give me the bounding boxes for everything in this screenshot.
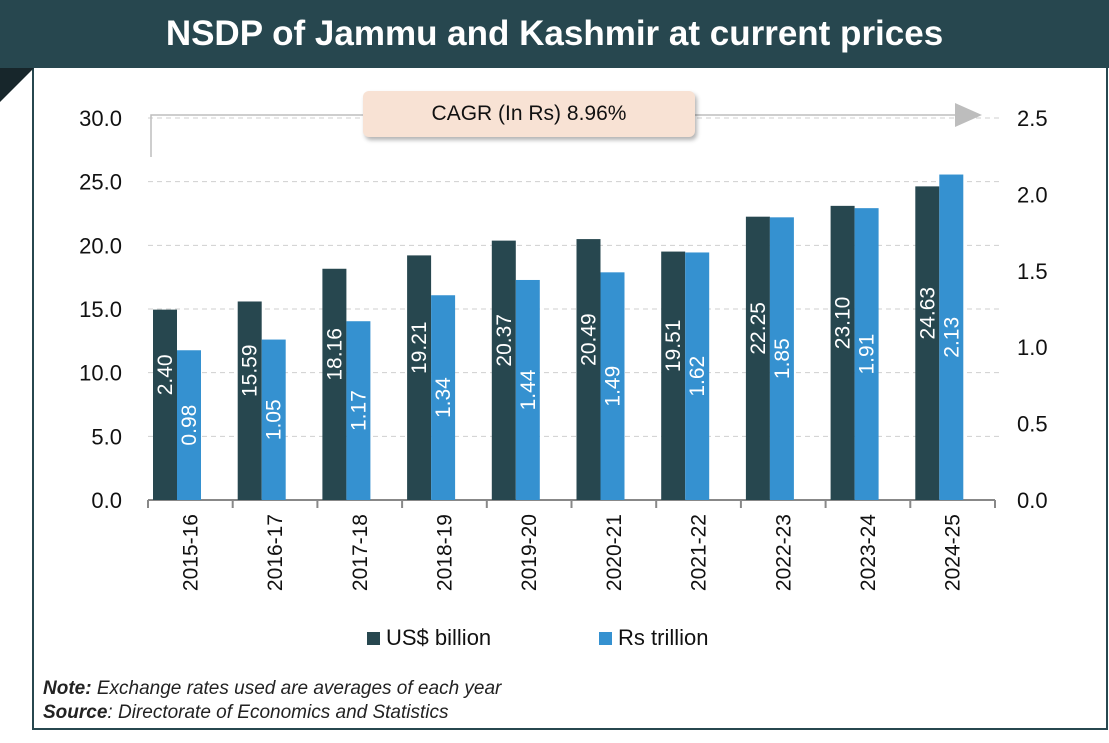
y-right-tick-label: 0.5 xyxy=(1017,412,1048,437)
x-tick-label: 2023-24 xyxy=(857,514,880,591)
data-label: 1.49 xyxy=(602,366,625,407)
x-tick-label: 2019-20 xyxy=(518,514,541,591)
data-label: 20.49 xyxy=(578,313,601,366)
chart-frame xyxy=(32,68,1108,730)
data-label: 2.13 xyxy=(940,317,963,358)
y-left-tick-label: 0.0 xyxy=(91,488,122,513)
bar-usd xyxy=(576,239,601,500)
bar-usd xyxy=(153,309,177,500)
data-label: 23.10 xyxy=(832,297,855,350)
data-label: 15.59 xyxy=(239,344,262,397)
data-label: 1.34 xyxy=(432,377,455,418)
legend-label-rs: Rs trillion xyxy=(618,625,709,650)
y-left-tick-label: 15.0 xyxy=(79,297,122,322)
bar-usd xyxy=(830,205,855,501)
data-label: 18.16 xyxy=(323,328,346,381)
source: Source: Directorate of Economics and Sta… xyxy=(43,702,449,724)
bar-usd xyxy=(745,216,770,500)
data-label: 1.85 xyxy=(771,338,794,379)
y-right-tick-label: 2.5 xyxy=(1017,106,1048,131)
bar-rs xyxy=(685,252,710,500)
x-tick-label: 2017-18 xyxy=(349,514,372,591)
bar-usd xyxy=(491,240,516,500)
x-tick-label: 2016-17 xyxy=(264,514,287,591)
legend-usd: US$ billion xyxy=(367,625,491,651)
note: Note: Exchange rates used are averages o… xyxy=(43,678,501,700)
bar-rs xyxy=(261,339,286,500)
corner-decoration xyxy=(0,68,34,102)
y-left-tick-label: 25.0 xyxy=(79,170,122,195)
bar-rs xyxy=(431,295,456,500)
x-tick-label: 2024-25 xyxy=(942,514,965,591)
legend-rs: Rs trillion xyxy=(599,625,708,651)
data-label: 20.37 xyxy=(493,314,516,367)
source-text: : Directorate of Economics and Statistic… xyxy=(107,702,449,723)
x-tick-label: 2018-19 xyxy=(433,514,456,591)
bar-rs xyxy=(515,279,540,500)
bar-rs xyxy=(769,217,794,500)
bar-rs xyxy=(854,208,879,501)
y-right-tick-label: 2.0 xyxy=(1017,182,1048,207)
legend-swatch-usd xyxy=(367,631,380,645)
y-left-tick-label: 10.0 xyxy=(79,361,122,386)
bar-rs xyxy=(177,350,201,500)
cagr-arrow-head xyxy=(955,103,982,127)
data-label: 22.25 xyxy=(747,302,770,355)
data-label: 1.91 xyxy=(856,334,879,375)
x-tick-label: 2020-21 xyxy=(603,514,626,591)
x-tick-label: 2021-22 xyxy=(688,514,711,591)
bar-usd xyxy=(661,251,686,500)
y-left-tick-label: 5.0 xyxy=(91,424,122,449)
y-right-tick-label: 0.0 xyxy=(1017,488,1048,513)
bar-usd xyxy=(407,255,432,500)
data-label: 1.62 xyxy=(686,356,709,397)
bar-rs xyxy=(346,321,371,500)
data-label: 2.40 xyxy=(154,354,177,395)
bar-usd xyxy=(915,186,940,501)
data-label: 19.51 xyxy=(662,320,685,373)
y-left-tick-label: 30.0 xyxy=(79,106,122,131)
bar-rs xyxy=(939,174,964,500)
x-tick-label: 2022-23 xyxy=(772,514,795,591)
y-left-tick-label: 20.0 xyxy=(79,233,122,258)
source-label: Source xyxy=(43,702,108,723)
data-label: 1.17 xyxy=(347,390,370,431)
note-label: Note: xyxy=(43,678,92,699)
y-right-tick-label: 1.0 xyxy=(1017,335,1048,360)
y-right-tick-label: 1.5 xyxy=(1017,259,1048,284)
legend-swatch-rs xyxy=(599,631,612,645)
bar-usd xyxy=(237,301,262,500)
bar-rs xyxy=(600,272,625,500)
legend-label-usd: US$ billion xyxy=(386,625,492,650)
data-label: 0.98 xyxy=(178,405,201,446)
data-label: 24.63 xyxy=(916,287,939,340)
data-label: 19.21 xyxy=(408,321,431,374)
cagr-annotation: CAGR (In Rs) 8.96% xyxy=(363,91,695,137)
note-text: Exchange rates used are averages of each… xyxy=(91,678,502,699)
data-label: 1.44 xyxy=(517,369,540,410)
x-tick-label: 2015-16 xyxy=(179,514,202,591)
bar-usd xyxy=(322,268,347,500)
data-label: 1.05 xyxy=(263,399,286,440)
chart-title: NSDP of Jammu and Kashmir at current pri… xyxy=(0,0,1109,68)
